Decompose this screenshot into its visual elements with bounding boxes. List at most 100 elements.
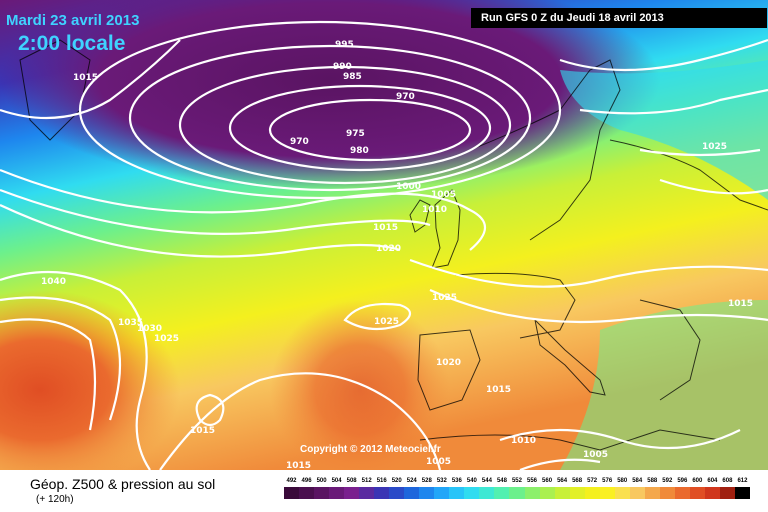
scale-tick-label: 508	[346, 478, 357, 484]
green-zone-east	[560, 300, 768, 470]
scale-swatch	[704, 487, 720, 499]
scale-tick-label: 540	[466, 478, 477, 484]
scale-tick-label: 548	[496, 478, 507, 484]
scale-tick-label: 604	[707, 478, 718, 484]
scale-tick-label: 608	[722, 478, 733, 484]
isobar-label: 1015	[373, 223, 398, 233]
scale-swatch	[644, 487, 660, 499]
scale-swatch	[389, 487, 405, 499]
scale-tick-label: 504	[331, 478, 342, 484]
scale-tick-label: 580	[617, 478, 628, 484]
scale-swatch	[674, 487, 690, 499]
scale-swatch	[554, 487, 570, 499]
scale-swatch	[509, 487, 525, 499]
scale-swatch	[659, 487, 675, 499]
scale-tick-label: 560	[542, 478, 553, 484]
scale-tick-label: 600	[692, 478, 703, 484]
isobar-label: 1025	[374, 317, 399, 327]
scale-tick-label: 496	[301, 478, 312, 484]
scale-swatch	[344, 487, 360, 499]
isobar-label: 1015	[486, 385, 511, 395]
isobar-label: 985	[343, 72, 362, 82]
isobar-label: 990	[333, 62, 352, 72]
forecast-time: 2:00 locale	[18, 32, 126, 55]
scale-swatch	[569, 487, 585, 499]
scale-swatch	[734, 487, 750, 499]
scale-swatch	[329, 487, 345, 499]
isobar-label: 1020	[436, 358, 461, 368]
isobar-label: 1005	[431, 190, 456, 200]
copyright: Copyright © 2012 Meteociel.fr	[300, 444, 441, 455]
scale-swatch	[284, 487, 300, 499]
scale-swatch	[449, 487, 465, 499]
scale-bar	[284, 487, 750, 499]
isobar-label: 1035	[118, 318, 143, 328]
isobar-label: 1020	[376, 244, 401, 254]
isobars	[0, 20, 768, 470]
scale-swatch	[434, 487, 450, 499]
isobar-label: 1015	[73, 73, 98, 83]
scale-swatch	[464, 487, 480, 499]
scale-tick-label: 516	[376, 478, 387, 484]
scale-ticks: 492 496 500 504 508 512 516 520 524 528 532 536 540 5…	[284, 478, 750, 484]
isobar-label: 1030	[137, 324, 162, 334]
isobar-label: 1015	[728, 299, 753, 309]
scale-tick-label: 596	[677, 478, 688, 484]
scale-swatch	[374, 487, 390, 499]
weather-map: 995 990 985 970 970 975 980 1015 1000 10…	[0, 0, 768, 470]
scale-swatch	[689, 487, 705, 499]
scale-tick-label: 552	[511, 478, 522, 484]
isobar-label: 1000	[396, 182, 421, 192]
forecast-date: Mardi 23 avril 2013	[6, 12, 140, 29]
isobar-label: 975	[346, 129, 365, 139]
scale-tick-label: 528	[421, 478, 432, 484]
scale-tick-label: 576	[602, 478, 613, 484]
scale-tick-label: 592	[662, 478, 673, 484]
isobar-label: 1015	[190, 426, 215, 436]
legend-subtitle: (+ 120h)	[36, 494, 74, 505]
scale-tick-label: 564	[557, 478, 568, 484]
isobar-label: 1005	[426, 457, 451, 467]
scale-tick-label: 512	[361, 478, 372, 484]
isobar-label: 995	[335, 40, 354, 50]
scale-swatch	[584, 487, 600, 499]
scale-swatch	[359, 487, 375, 499]
cold-zone-east	[560, 60, 768, 200]
scale-tick-label: 536	[451, 478, 462, 484]
legend-title: Géop. Z500 & pression au sol	[30, 476, 216, 492]
scale-tick-label: 500	[316, 478, 327, 484]
isobar-label: 980	[350, 146, 369, 156]
scale-swatch	[719, 487, 735, 499]
scale-swatch	[404, 487, 420, 499]
isobar-label: 1005	[583, 450, 608, 460]
scale-swatch	[599, 487, 615, 499]
scale-swatch	[524, 487, 540, 499]
scale-swatch	[314, 487, 330, 499]
isobar-label: 1025	[432, 293, 457, 303]
scale-tick-label: 544	[481, 478, 492, 484]
color-scale: 492 496 500 504 508 512 516 520 524 528 532 536 540 5…	[284, 478, 750, 499]
scale-tick-label: 492	[286, 478, 297, 484]
isobar-label: 1015	[286, 461, 311, 470]
isobar-label: 1010	[422, 205, 447, 215]
scale-swatch	[299, 487, 315, 499]
scale-swatch	[419, 487, 435, 499]
run-info: Run GFS 0 Z du Jeudi 18 avril 2013	[471, 8, 767, 28]
scale-swatch	[479, 487, 495, 499]
scale-tick-label: 572	[587, 478, 598, 484]
isobar-labels: 995 990 985 970 970 975 980 1015 1000 10…	[41, 40, 753, 470]
scale-tick-label: 524	[406, 478, 417, 484]
scale-swatch	[539, 487, 555, 499]
isobar-label: 1025	[154, 334, 179, 344]
isobar-label: 1025	[702, 142, 727, 152]
warm-zone-west	[0, 290, 180, 470]
scale-tick-label: 556	[527, 478, 538, 484]
isobar-label: 970	[396, 92, 415, 102]
isobar-label: 1040	[41, 277, 66, 287]
scale-tick-label: 584	[632, 478, 643, 484]
scale-tick-label: 520	[391, 478, 402, 484]
scale-swatch	[614, 487, 630, 499]
low-pressure-core	[0, 0, 660, 190]
scale-tick-label: 612	[737, 478, 748, 484]
scale-tick-label: 568	[572, 478, 583, 484]
